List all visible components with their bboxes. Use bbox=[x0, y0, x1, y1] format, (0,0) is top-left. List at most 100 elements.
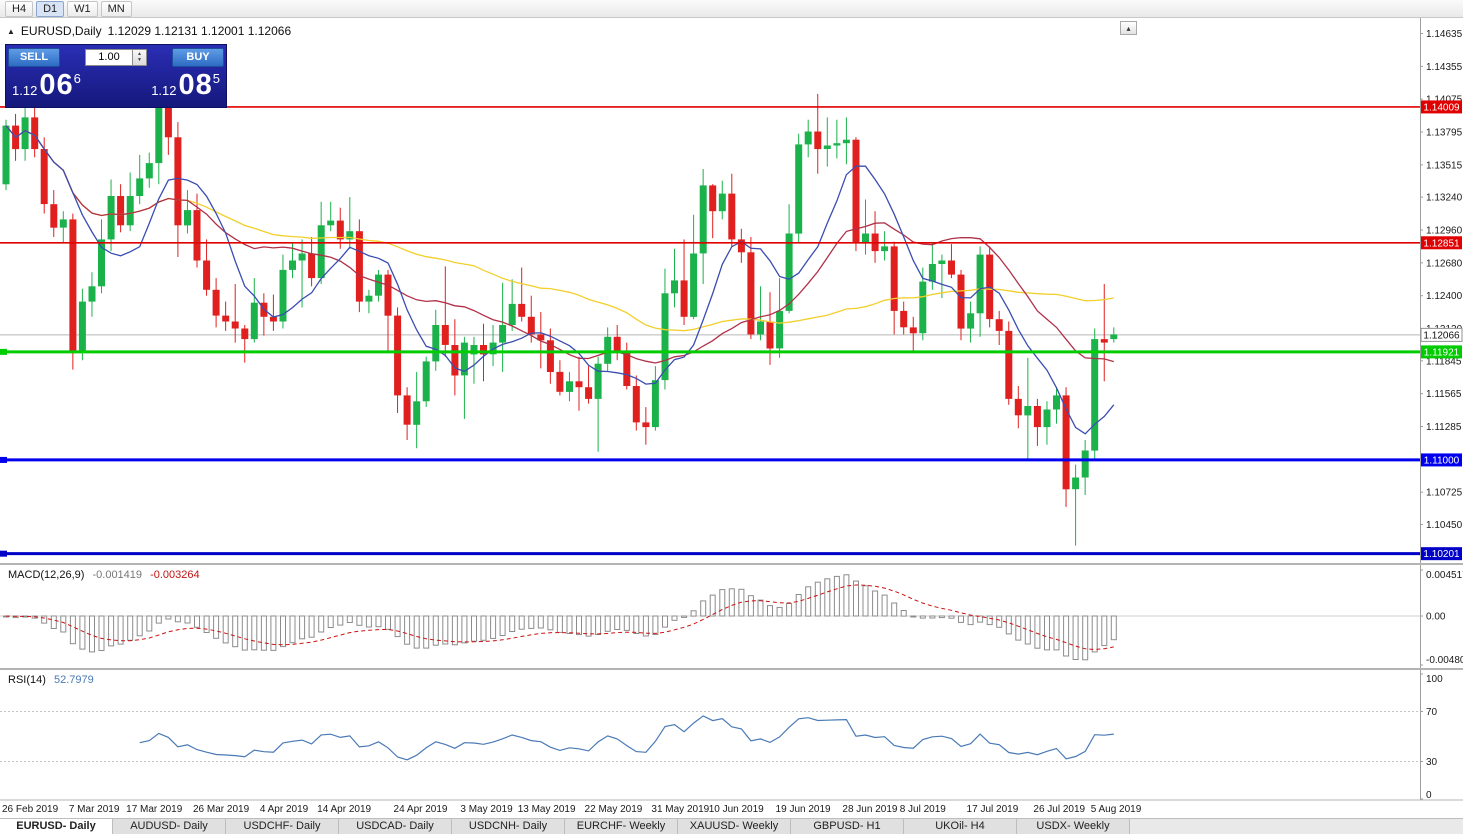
candle-body bbox=[1100, 339, 1108, 343]
macd-histogram-bar bbox=[1101, 615, 1108, 647]
trade-panel-prices: 1.12 06 6 1.12 08 5 bbox=[8, 68, 224, 102]
candle-body bbox=[422, 361, 430, 402]
candle-body bbox=[317, 225, 325, 279]
candle-body bbox=[336, 220, 344, 240]
macd-signal-line bbox=[5, 584, 1114, 651]
date-label: 24 Apr 2019 bbox=[394, 804, 448, 815]
sell-price[interactable]: 1.12 06 6 bbox=[12, 68, 81, 102]
timeframe-button-mn[interactable]: MN bbox=[100, 0, 132, 17]
chart-tab[interactable]: AUDUSD- Daily bbox=[113, 819, 226, 834]
macd-histogram-bar bbox=[1024, 615, 1031, 645]
price-badge: 1.10201 bbox=[1421, 547, 1462, 561]
chart-tab[interactable]: UKOil- H4 bbox=[904, 819, 1017, 834]
macd-tick-label: 0.00 bbox=[1426, 612, 1446, 623]
chart-restore-button[interactable]: ▴ bbox=[1120, 21, 1137, 35]
candle-body bbox=[394, 315, 402, 396]
macd-histogram-bar bbox=[184, 615, 191, 624]
macd-histogram-bar bbox=[910, 615, 917, 618]
candle-body bbox=[613, 336, 621, 351]
candle-body bbox=[948, 260, 955, 275]
macd-histogram-bar bbox=[662, 615, 668, 628]
date-label: 3 May 2019 bbox=[460, 804, 513, 815]
timeframe-toolbar: H4 D1 W1 MN bbox=[0, 0, 1463, 18]
candle-body bbox=[508, 303, 516, 325]
chart-tab[interactable]: EURCHF- Weekly bbox=[565, 819, 678, 834]
candle-body bbox=[1053, 395, 1060, 410]
rsi-pane-label: RSI(14) 52.7979 bbox=[8, 674, 99, 686]
level-anchor bbox=[0, 550, 7, 557]
price-badge: 1.12851 bbox=[1421, 236, 1462, 250]
candle-body bbox=[556, 371, 564, 392]
candle-body bbox=[470, 345, 478, 355]
macd-histogram-bar bbox=[232, 615, 239, 648]
price-badge-text: 1.12851 bbox=[1423, 238, 1460, 249]
macd-histogram-bar bbox=[41, 615, 48, 624]
chart-tab[interactable]: EURUSD- Daily bbox=[0, 819, 113, 834]
macd-histogram-bar bbox=[929, 615, 936, 619]
macd-histogram-bar bbox=[490, 615, 497, 639]
candle-body bbox=[403, 395, 411, 425]
chart-tab[interactable]: XAUUSD- Weekly bbox=[678, 819, 791, 834]
price-badge-text: 1.11000 bbox=[1424, 455, 1460, 466]
macd-histogram-bar bbox=[50, 615, 57, 629]
macd-histogram-bar bbox=[404, 615, 411, 645]
buy-button[interactable]: BUY bbox=[172, 47, 224, 67]
candle-body bbox=[776, 310, 784, 349]
macd-histogram-bar bbox=[385, 615, 391, 630]
candle-body bbox=[661, 293, 669, 381]
date-label: 14 Apr 2019 bbox=[317, 804, 371, 815]
candle-body bbox=[718, 193, 726, 212]
ma-mid-line bbox=[5, 125, 1114, 364]
ma-fast-line bbox=[5, 125, 1115, 435]
macd-histogram-bar bbox=[833, 575, 840, 617]
candle-body bbox=[623, 350, 631, 386]
macd-histogram-bar bbox=[174, 615, 181, 623]
candle-body bbox=[136, 178, 144, 196]
candle-body bbox=[279, 269, 287, 322]
candle-body bbox=[308, 253, 316, 279]
candle-body bbox=[298, 253, 306, 261]
candle-body bbox=[1072, 477, 1080, 490]
chart-tab[interactable]: USDX- Weekly bbox=[1017, 819, 1130, 834]
candle-body bbox=[480, 345, 487, 355]
trade-panel-controls: SELL ▲ ▼ BUY bbox=[8, 47, 224, 67]
date-label: 10 Jun 2019 bbox=[709, 804, 764, 815]
candle-body bbox=[680, 280, 688, 317]
macd-histogram-bar bbox=[1044, 615, 1050, 651]
macd-histogram-bar bbox=[241, 615, 248, 651]
candle-body bbox=[184, 210, 191, 226]
macd-histogram-bar bbox=[747, 595, 754, 617]
chart-tab[interactable]: USDCHF- Daily bbox=[226, 819, 339, 834]
chart-tab[interactable]: USDCAD- Daily bbox=[339, 819, 452, 834]
macd-histogram-bar bbox=[1091, 615, 1098, 653]
candle-body bbox=[250, 302, 258, 340]
y-axis-tick-label: 1.13795 bbox=[1426, 128, 1463, 139]
buy-price[interactable]: 1.12 08 5 bbox=[151, 68, 220, 102]
date-label: 26 Feb 2019 bbox=[2, 804, 59, 815]
macd-histogram-bar bbox=[213, 615, 220, 639]
candle-body bbox=[814, 131, 822, 150]
macd-histogram-bar bbox=[155, 615, 162, 624]
price-badge-bg bbox=[1421, 345, 1462, 359]
volume-input[interactable] bbox=[85, 48, 133, 66]
candle-body bbox=[117, 196, 125, 226]
timeframe-button-d1[interactable]: D1 bbox=[36, 0, 65, 17]
chart-tab[interactable]: GBPUSD- H1 bbox=[791, 819, 904, 834]
macd-histogram-bar bbox=[948, 615, 955, 619]
price-badge-text: 1.11921 bbox=[1424, 347, 1460, 358]
y-axis-tick-label: 1.14355 bbox=[1426, 62, 1463, 73]
timeframe-button-w1[interactable]: W1 bbox=[67, 0, 98, 17]
price-badge-text: 1.10201 bbox=[1423, 549, 1460, 560]
macd-histogram-bar bbox=[203, 615, 210, 633]
timeframe-button-h4[interactable]: H4 bbox=[5, 0, 34, 17]
sell-button[interactable]: SELL bbox=[8, 47, 60, 67]
candle-body bbox=[566, 381, 573, 392]
date-label: 17 Jul 2019 bbox=[967, 804, 1019, 815]
candle-body bbox=[413, 401, 421, 425]
macd-histogram-bar bbox=[471, 615, 477, 642]
candle-body bbox=[241, 328, 249, 340]
candle-body bbox=[384, 274, 392, 316]
chart-tab[interactable]: USDCNH- Daily bbox=[452, 819, 565, 834]
volume-spinner[interactable]: ▲ ▼ bbox=[133, 48, 147, 66]
